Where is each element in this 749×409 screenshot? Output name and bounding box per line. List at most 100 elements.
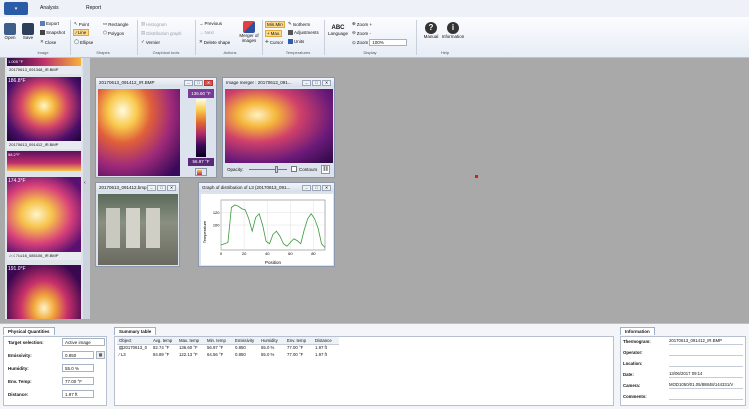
thumbnail[interactable]: 191.0°F [7, 265, 81, 319]
information-tab[interactable]: Information [620, 327, 655, 335]
zoom-out-button[interactable]: ⊖ Zoom - [352, 30, 371, 36]
ellipse-tool[interactable]: ◯ Ellipse [74, 39, 93, 45]
histogram-button[interactable]: ▥ Histogram [141, 21, 167, 27]
window-titlebar[interactable]: 20170613_091412.bmp – □ ✕ [96, 183, 179, 192]
close-button[interactable]: ✕ [167, 184, 176, 191]
humidity-field[interactable]: 55.0 % [62, 364, 94, 372]
information-button[interactable]: i Information [441, 22, 465, 39]
distribution-chart[interactable]: 0 20 40 60 80 100 120 Position Temperature [201, 194, 333, 265]
thumbnail[interactable]: 174.3°F 72.0 °F 20170616_085106_IR.BMP [7, 177, 81, 260]
isotherm-button[interactable]: ✎ Isotherm [288, 21, 310, 27]
physical-quantities-tab[interactable]: Physical Quantities [3, 327, 55, 335]
save-button[interactable]: Save [22, 23, 34, 40]
application-menu-button[interactable]: ▾ [4, 2, 28, 15]
operator-field[interactable] [669, 349, 743, 356]
close-button[interactable]: ✕ [322, 79, 331, 86]
window-titlebar[interactable]: Image merger : 20170613_091... – □ ✕ [223, 78, 334, 87]
cursor-button[interactable]: ✛ Cursor [265, 39, 283, 45]
snapshot-button[interactable]: Snapshot [40, 30, 65, 35]
panel-splitter[interactable]: ‹ [83, 58, 90, 319]
open-button[interactable]: Open [4, 23, 16, 40]
merge-icon [243, 21, 255, 33]
distribution-graph-button[interactable]: ▤ Distribution graph [141, 30, 182, 36]
column-header[interactable]: Humidity [259, 337, 285, 345]
window-titlebar[interactable]: Graph of distribution of L3 (20170613_09… [199, 183, 334, 192]
visible-photo[interactable] [98, 194, 178, 265]
previous-button[interactable]: → Previous [199, 21, 222, 26]
maximize-button[interactable]: □ [157, 184, 166, 191]
zoom-in-button[interactable]: ⊕ Zoom + [352, 21, 372, 27]
emissivity-table-icon[interactable]: ▦ [96, 351, 105, 359]
minimize-button[interactable]: – [302, 79, 311, 86]
next-button[interactable]: → Next [199, 30, 214, 35]
table-cell: 0.850 [235, 352, 246, 357]
table-row[interactable]: ▤20170613_0 82.74 °F 136.60 °F 56.97 °F … [117, 344, 339, 351]
max-toggle[interactable]: + Max. [265, 30, 283, 37]
merger-button[interactable]: Merger of images [238, 21, 260, 43]
adjust-icon [288, 30, 293, 35]
window-titlebar[interactable]: 20170613_091412_IR.BMP – □ ✕ [96, 78, 216, 87]
canvas-marker [475, 175, 478, 178]
thumb-caption: 20170613_091412_IR.BMP [7, 141, 81, 149]
thumbnail[interactable]: 1.005 °F 20170613_091348_IR.BMP [7, 58, 81, 74]
table-row[interactable]: ⁄ L3 84.89 °F 122.13 °F 64.56 °F 0.850 5… [117, 351, 339, 358]
thumbnail[interactable]: 58.2°F [7, 151, 81, 171]
table-cell: 77.00 °F [287, 352, 304, 357]
close-image-button[interactable]: ✕ Close [40, 39, 56, 45]
thumbnail[interactable]: 186.8°F 20170613_091412_IR.BMP [7, 77, 81, 149]
zoom-select[interactable]: 100% [369, 39, 408, 46]
minmin-toggle[interactable]: Min.Min [265, 21, 285, 28]
column-header[interactable]: Env. temp [285, 337, 313, 345]
tab-report[interactable]: Report [86, 5, 102, 11]
polygon-tool[interactable]: ⬠ Polygon [103, 30, 124, 36]
vernier-button[interactable]: ✓ Vernier [141, 39, 160, 45]
location-field[interactable] [669, 360, 743, 367]
emissivity-field[interactable]: 0.850 [62, 351, 94, 359]
env-temp-field[interactable]: 77.00 °F [62, 377, 94, 385]
snapshot-label: Snapshot [46, 30, 66, 35]
window-title: 20170613_091412_IR.BMP [99, 80, 155, 85]
camera-value: MOD1050/01.05/88848/144331/V [669, 382, 743, 389]
link-icon[interactable]: ⛓ [321, 165, 330, 174]
line-tool[interactable]: ⁄ Line [73, 29, 90, 36]
column-header[interactable]: Max. temp [177, 337, 205, 345]
column-header[interactable]: Emissivity [233, 337, 259, 345]
close-button[interactable]: ✕ [322, 184, 331, 191]
column-header[interactable]: Min. temp [205, 337, 233, 345]
minimize-button[interactable]: – [302, 184, 311, 191]
minimize-button[interactable]: – [147, 184, 156, 191]
x-axis-label: Position [265, 260, 282, 265]
delete-shape-button[interactable]: ✕ Delete shape [199, 39, 230, 45]
distance-field[interactable]: 1.97 ft [62, 390, 94, 398]
maximize-button[interactable]: □ [312, 79, 321, 86]
column-header[interactable]: Distance [313, 337, 339, 345]
units-button[interactable]: Units [288, 39, 304, 44]
target-selection-select[interactable]: Active image [62, 338, 105, 346]
opacity-slider-thumb[interactable] [275, 166, 278, 173]
column-header[interactable]: Object [117, 337, 151, 345]
maximize-button[interactable]: □ [194, 79, 203, 86]
comments-field[interactable] [669, 393, 743, 400]
summary-table-tab[interactable]: Summary table [114, 327, 157, 335]
rectangle-tool[interactable]: ▭ Rectangle [103, 21, 129, 27]
palette-selector[interactable] [195, 168, 207, 176]
point-tool[interactable]: ↖ Point [74, 21, 89, 27]
contours-checkbox[interactable] [291, 166, 297, 172]
vernier-label: Vernier [145, 39, 161, 45]
maximize-button[interactable]: □ [312, 184, 321, 191]
y-tick-label: 120 [213, 210, 220, 215]
thermal-image[interactable] [98, 89, 180, 176]
adjustments-button[interactable]: Adjustments [288, 30, 319, 35]
manual-button[interactable]: ? Manual [420, 22, 442, 39]
column-header[interactable]: Avg. temp [151, 337, 177, 345]
merged-image[interactable] [225, 89, 333, 163]
tab-analysis[interactable]: Analysis [40, 5, 59, 11]
minimize-button[interactable]: – [184, 79, 193, 86]
target-selection-label: Target selection: [8, 340, 44, 345]
cursor-icon: ↖ [74, 21, 78, 26]
close-button[interactable]: ✕ [204, 79, 213, 86]
export-button[interactable]: Export [40, 21, 59, 26]
merger-label: Merger of images [239, 33, 259, 43]
language-button[interactable]: ABC Language [328, 25, 348, 36]
opacity-slider[interactable] [249, 169, 287, 170]
